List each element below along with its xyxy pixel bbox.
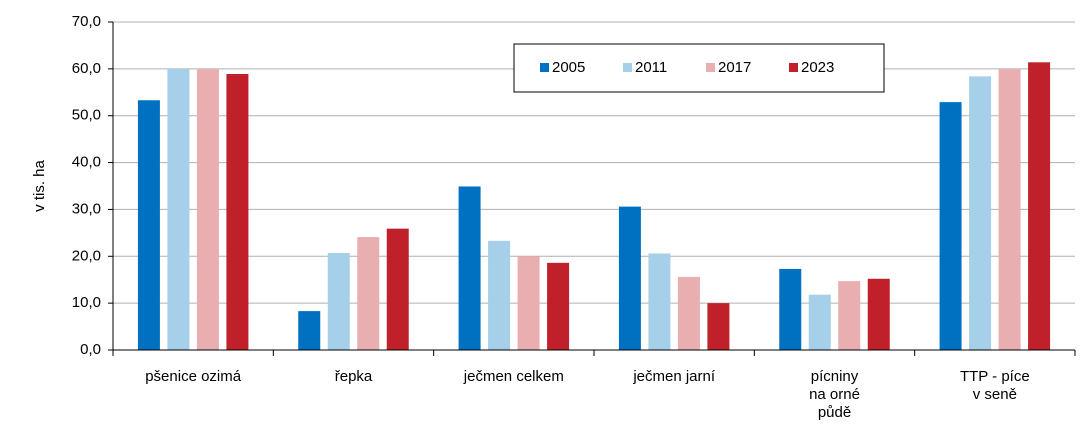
bar	[618, 206, 641, 350]
bar	[779, 268, 802, 350]
legend-swatch	[540, 63, 549, 72]
bar	[969, 76, 992, 351]
bar	[547, 262, 570, 350]
legend-box	[513, 43, 885, 93]
x-tick-label: řepka	[335, 368, 373, 385]
x-tick-label: ječmen celkem	[463, 368, 564, 385]
y-tick-label: 50,0	[72, 107, 101, 124]
legend-label: 2017	[718, 59, 751, 76]
bar	[386, 228, 409, 350]
legend-swatch	[706, 63, 715, 72]
bar	[939, 102, 962, 350]
bar	[867, 278, 890, 350]
bar	[648, 253, 671, 350]
bar	[357, 237, 380, 350]
bar	[458, 186, 481, 350]
bar	[196, 68, 219, 350]
y-tick-label: 20,0	[72, 247, 101, 264]
y-tick-label: 0,0	[80, 341, 101, 358]
y-axis-label: v tis. ha	[31, 159, 48, 211]
legend-label: 2005	[552, 59, 585, 76]
bar	[808, 294, 831, 350]
bar	[226, 74, 249, 351]
bar	[998, 68, 1021, 350]
x-tick-label: ječmen jarní	[632, 368, 716, 385]
bar	[137, 100, 160, 350]
legend-label: 2011	[635, 59, 667, 76]
x-tick-label: TTP - píce v seně	[960, 368, 1030, 403]
y-tick-label: 30,0	[72, 200, 101, 217]
bar	[1028, 62, 1051, 350]
y-tick-label: 60,0	[72, 60, 101, 77]
x-tick-label: pšenice ozimá	[145, 368, 242, 385]
bar	[327, 253, 350, 350]
bar	[707, 303, 730, 350]
y-tick-label: 40,0	[72, 154, 101, 171]
y-tick-label: 70,0	[72, 13, 101, 30]
x-tick-label: pícniny na orné půdě	[809, 368, 860, 421]
bar	[298, 311, 321, 350]
bar	[517, 256, 540, 350]
bar	[488, 240, 511, 350]
legend-swatch	[623, 63, 632, 72]
y-tick-label: 10,0	[72, 294, 101, 311]
bar	[167, 68, 190, 350]
bar	[838, 281, 861, 350]
legend-swatch	[789, 63, 798, 72]
bar	[677, 276, 700, 350]
legend-label: 2023	[801, 59, 834, 76]
